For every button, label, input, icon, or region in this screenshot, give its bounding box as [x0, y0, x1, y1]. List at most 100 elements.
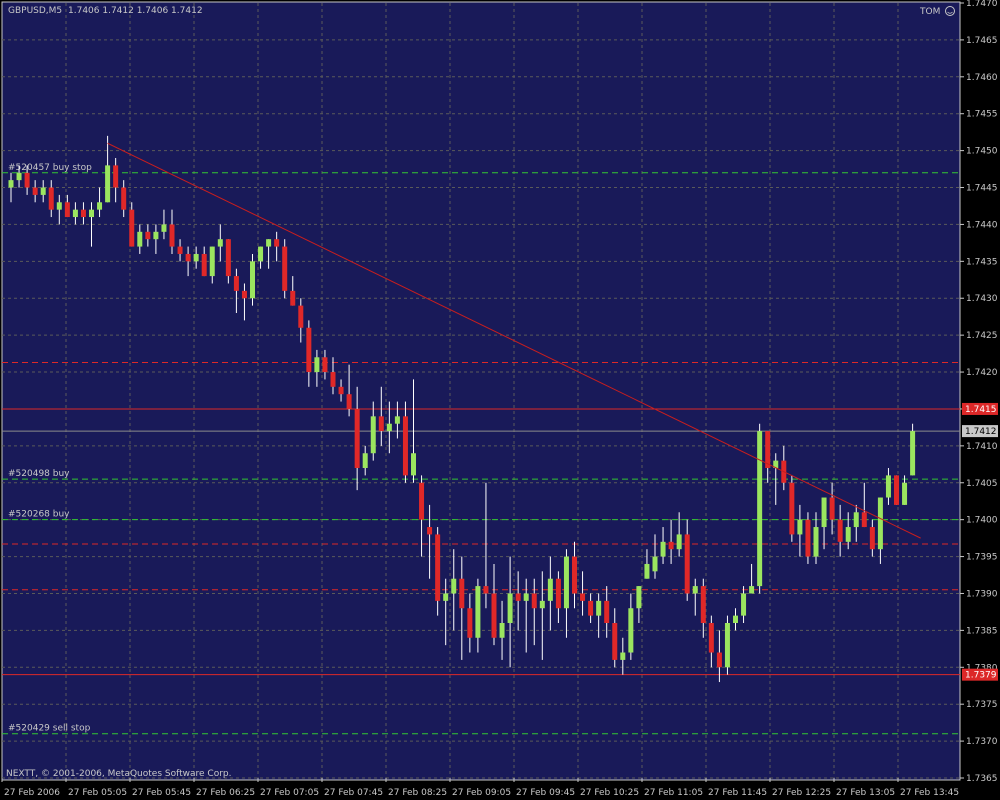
candle-body [620, 652, 626, 660]
price-tag-label: 1.7412 [965, 427, 997, 437]
candle-body [604, 600, 610, 623]
order-level-label: #520268 buy [8, 510, 70, 520]
time-tick-label: 27 Feb 07:45 [324, 788, 383, 798]
candle-body [322, 357, 328, 373]
time-tick-label: 27 Feb 08:25 [388, 788, 447, 798]
candle-body [451, 578, 457, 594]
candle-body [137, 231, 143, 247]
candle-body [64, 202, 70, 218]
candle-body [813, 527, 819, 557]
candle-body [588, 600, 594, 616]
price-tick-label: 1.7370 [966, 737, 998, 747]
trendline [107, 142, 921, 539]
candle-body [8, 180, 14, 188]
candle-body [72, 209, 78, 218]
candle-body [910, 431, 916, 476]
candle-body [338, 386, 344, 395]
smiley-icon [945, 6, 955, 16]
candle-body [145, 231, 151, 240]
candle-body [32, 187, 38, 195]
candle-body [507, 593, 513, 623]
candle-body [250, 261, 255, 299]
plot-area[interactable] [1, 1, 961, 781]
candle-body [298, 305, 304, 328]
time-tick-label: 27 Feb 05:05 [68, 788, 127, 798]
candle-body [733, 615, 738, 623]
order-level-label: #520429 sell stop [8, 724, 91, 734]
price-tag-box [962, 402, 998, 415]
candle-body [684, 534, 690, 594]
time-tick-label: 27 Feb 2006 [4, 788, 60, 798]
candle-body [724, 623, 730, 668]
candle-body [185, 253, 191, 262]
price-tick-label: 1.7470 [966, 0, 998, 9]
candle-body [233, 276, 239, 291]
candle-body [773, 460, 779, 468]
price-tick-label: 1.7455 [966, 110, 998, 120]
candle-body [467, 608, 473, 638]
price-tick-label: 1.7465 [966, 36, 998, 46]
candle-body [153, 231, 159, 240]
trendline-group[interactable] [107, 142, 921, 539]
candle-body [628, 608, 634, 653]
time-tick-label: 27 Feb 10:25 [580, 788, 639, 798]
price-tick-label: 1.7400 [966, 516, 998, 526]
chart-symbol-label: GBPUSD,M5 [8, 6, 62, 16]
copyright-label: NEXTT, © 2001-2006, MetaQuotes Software … [6, 769, 231, 779]
candle-body [193, 253, 199, 262]
candle-body [741, 593, 747, 616]
candle-body [435, 534, 441, 601]
candle-body [829, 497, 835, 520]
candle-body [129, 209, 135, 247]
candle-body [547, 578, 553, 601]
candle-body [354, 408, 360, 468]
candle-body [861, 512, 867, 528]
candle-body [765, 431, 771, 468]
candle-body [386, 423, 392, 432]
candle-body [80, 209, 86, 218]
order-level-label: #520498 buy [8, 469, 70, 479]
time-tick-label: 27 Feb 09:45 [516, 788, 575, 798]
price-tick-label: 1.7460 [966, 73, 998, 83]
candle-body [306, 327, 312, 373]
candle-body [877, 497, 883, 550]
candle-body [676, 534, 682, 550]
price-tick-label: 1.7390 [966, 589, 998, 599]
candle-body [161, 224, 167, 232]
candle-body [97, 202, 103, 210]
candle-body [241, 290, 247, 299]
candle-body [217, 239, 223, 247]
price-tag-label: 1.7379 [965, 671, 997, 681]
candle-body [837, 519, 843, 542]
candle-body [885, 475, 891, 498]
candle-body [290, 290, 296, 306]
candle-body [668, 541, 674, 550]
price-tick-label: 1.7445 [966, 184, 998, 194]
candle-body [314, 357, 320, 373]
candle-body [177, 246, 183, 254]
candle-body [475, 586, 481, 638]
candle-body [572, 556, 577, 594]
candle-body [258, 246, 264, 262]
grid-lines [2, 3, 960, 779]
candle-body [563, 556, 569, 609]
candle-body [105, 165, 111, 203]
time-tick-label: 27 Feb 12:25 [772, 788, 831, 798]
price-tick-label: 1.7405 [966, 479, 998, 489]
candle-body [402, 416, 408, 476]
candle-body [853, 512, 859, 528]
candle-body [394, 416, 400, 424]
time-axis: 27 Feb 2006 27 Feb 05:05 27 Feb 05:45 27 Fe… [1, 778, 959, 798]
candle-body [636, 586, 642, 609]
candle-body [845, 527, 851, 542]
candle-body [225, 239, 231, 277]
candle-body [113, 165, 119, 188]
candle-body [531, 593, 537, 609]
price-tick-label: 1.7440 [966, 220, 998, 230]
candle-body [652, 556, 658, 572]
candle-body [40, 187, 46, 195]
candle-body [805, 519, 811, 557]
candle-body [700, 586, 706, 623]
candle-body [749, 586, 755, 594]
